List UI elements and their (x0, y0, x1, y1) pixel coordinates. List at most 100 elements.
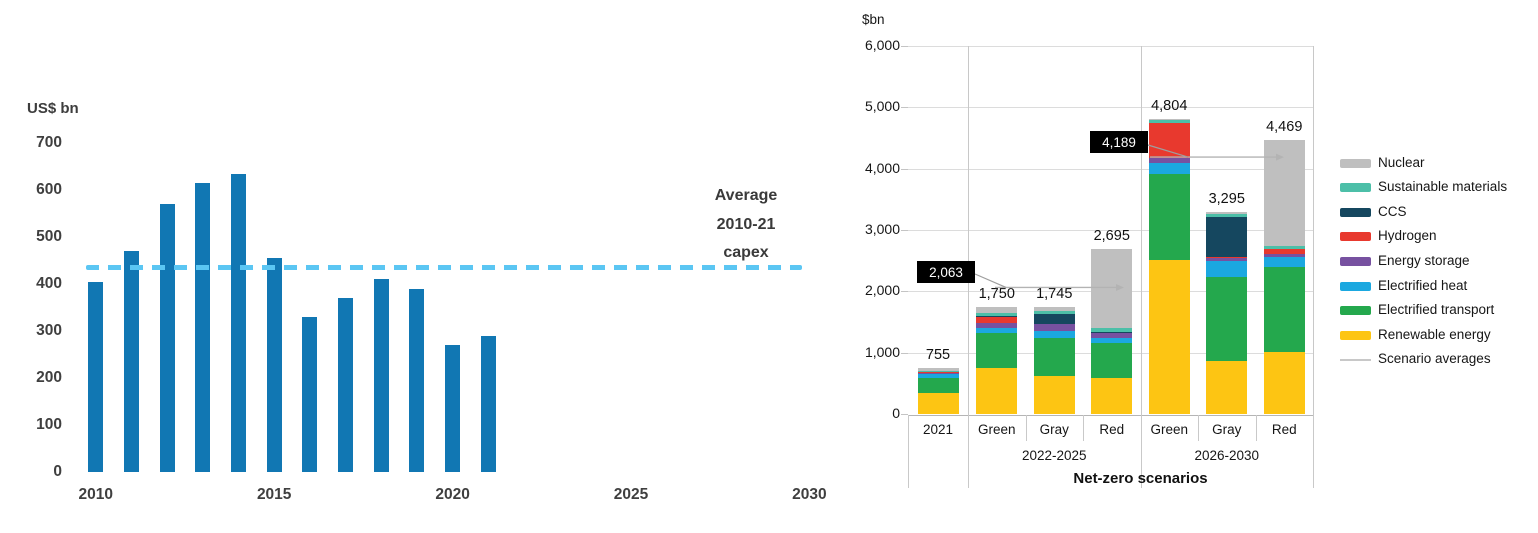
table-border (1140, 415, 1142, 488)
y-axis-tick-label: 400 (36, 275, 62, 292)
bar-total-label: 1,745 (1036, 285, 1073, 302)
legend-swatch-electrified-transport (1340, 306, 1371, 316)
x-category-label: Gray (1039, 422, 1069, 437)
segment-energy-storage (1033, 324, 1075, 332)
legend-swatch-nuclear (1340, 158, 1371, 168)
legend-label-nuclear: Nuclear (1378, 154, 1425, 170)
table-border (1083, 415, 1084, 441)
legend-swatch-sustainable-materials (1340, 183, 1371, 193)
bar-total-label: 755 (925, 346, 951, 363)
segment-hydrogen (1263, 249, 1305, 254)
y-axis-tick-label: 0 (53, 463, 62, 480)
x-axis-tick-label: 2030 (792, 486, 827, 503)
x-category-label: Green (977, 422, 1016, 437)
segment-ccs (1263, 248, 1305, 250)
segment-electrified-heat (1033, 331, 1075, 338)
y-axis-tick-mark (901, 230, 908, 231)
group-separator-line (1313, 46, 1314, 488)
y-axis-tick-label: 500 (36, 228, 62, 245)
segment-sustainable-materials (917, 371, 959, 373)
segment-electrified-heat (917, 373, 959, 378)
bar-2017 (338, 298, 354, 472)
legend-swatch-hydrogen (1340, 232, 1371, 242)
legend-label-sustainable-materials: Sustainable materials (1378, 179, 1508, 195)
y-axis-tick-label: 5,000 (864, 98, 900, 115)
segment-energy-storage (917, 372, 959, 374)
legend-swatch-scenario-averages (1340, 359, 1371, 361)
segment-sustainable-materials (1148, 120, 1190, 124)
table-border (1255, 415, 1257, 441)
segment-renewable-energy (1148, 260, 1190, 414)
grid-line (908, 107, 1313, 109)
y-axis-tick-label: 2,000 (864, 282, 900, 299)
segment-hydrogen (1206, 257, 1248, 258)
segment-sustainable-materials (976, 313, 1018, 316)
y-axis-tick-label: 3,000 (864, 221, 900, 237)
bar-green-2026-2030 (1148, 119, 1190, 414)
y-axis-tick-mark (901, 168, 908, 170)
legend-label-electrified-heat: Electrified heat (1378, 277, 1468, 293)
y-axis-tick-label: 4,000 (864, 159, 900, 176)
segment-nuclear (1263, 139, 1305, 246)
bar-2018 (373, 279, 389, 472)
y-axis-tick-label: 0 (892, 405, 900, 421)
net-zero-scenarios-chart: $bn 0 1,000 2,000 3,000 4,000 5,000 6,000 755 1,7… (845, 0, 1538, 533)
average-capex-label: Average 2010-21 capex (698, 182, 794, 268)
y-axis-title: US$ bn (27, 100, 79, 117)
y-axis-tick-label: 1,000 (864, 343, 900, 360)
bar-red-2026-2030 (1263, 139, 1305, 414)
y-axis-tick-mark (901, 46, 908, 48)
table-border (1025, 415, 1027, 441)
bar-total-label: 4,804 (1151, 98, 1188, 115)
average-capex-label-line: Average (714, 187, 778, 204)
legend-label-energy-storage: Energy storage (1378, 252, 1470, 268)
bar-green-2022-2025 (976, 306, 1018, 414)
segment-electrified-transport (1033, 337, 1075, 377)
legend-label-renewable-energy: Renewable energy (1378, 326, 1491, 342)
legend-swatch-renewable-energy (1340, 330, 1371, 340)
y-axis-tick-label: 200 (36, 369, 62, 386)
y-axis-tick-mark (901, 352, 908, 354)
x-category-label: Green (1150, 422, 1189, 437)
average-capex-label-line: capex (723, 244, 769, 261)
segment-renewable-energy (917, 392, 959, 414)
segment-hydrogen (976, 316, 1018, 323)
table-border (908, 415, 909, 488)
segment-renewable-energy (1033, 376, 1075, 414)
segment-energy-storage (1206, 257, 1248, 262)
segment-energy-storage (1148, 158, 1190, 163)
bar-gray-2022-2025 (1033, 307, 1075, 414)
average-capex-label-line: 2010-21 (716, 215, 776, 233)
bar-2012 (159, 204, 175, 472)
segment-sustainable-materials (1263, 245, 1305, 249)
segment-nuclear (976, 306, 1018, 314)
bar-total-label: 3,295 (1208, 190, 1245, 207)
segment-energy-storage (1263, 253, 1305, 258)
x-axis-tick-label: 2010 (78, 486, 114, 503)
x-group-label-2026-2030: 2026-2030 (1194, 448, 1260, 463)
y-axis-tick-label: 100 (36, 416, 62, 433)
bar-2014 (231, 173, 247, 472)
segment-nuclear (1206, 211, 1248, 215)
legend-swatch-energy-storage (1340, 256, 1371, 266)
x-category-label: Red (1099, 422, 1125, 437)
x-group-label-2022-2025: 2022-2025 (1021, 448, 1087, 463)
x-category-label: Gray (1212, 422, 1242, 437)
bar-gray-2026-2030 (1206, 211, 1248, 414)
grid-line (908, 168, 1313, 170)
segment-sustainable-materials (1033, 311, 1075, 315)
segment-renewable-energy (1091, 378, 1133, 414)
capex-history-chart: US$ bn 0 100 200 300 400 500 600 700 Average 2010-… (27, 100, 827, 503)
bar-red-2022-2025 (1091, 248, 1133, 414)
legend-swatch-electrified-heat (1340, 281, 1371, 291)
segment-nuclear (1148, 119, 1190, 121)
segment-sustainable-materials (1206, 214, 1248, 218)
segment-energy-storage (976, 322, 1018, 328)
x-axis-tick-label: 2025 (613, 486, 649, 503)
y-axis-tick-mark (901, 414, 908, 415)
legend-swatch-ccs (1340, 207, 1371, 217)
bar-2011 (123, 251, 139, 472)
y-axis-tick-label: 700 (36, 134, 62, 151)
legend-label-ccs: CCS (1378, 203, 1407, 219)
y-axis-tick-label: 300 (36, 322, 62, 339)
